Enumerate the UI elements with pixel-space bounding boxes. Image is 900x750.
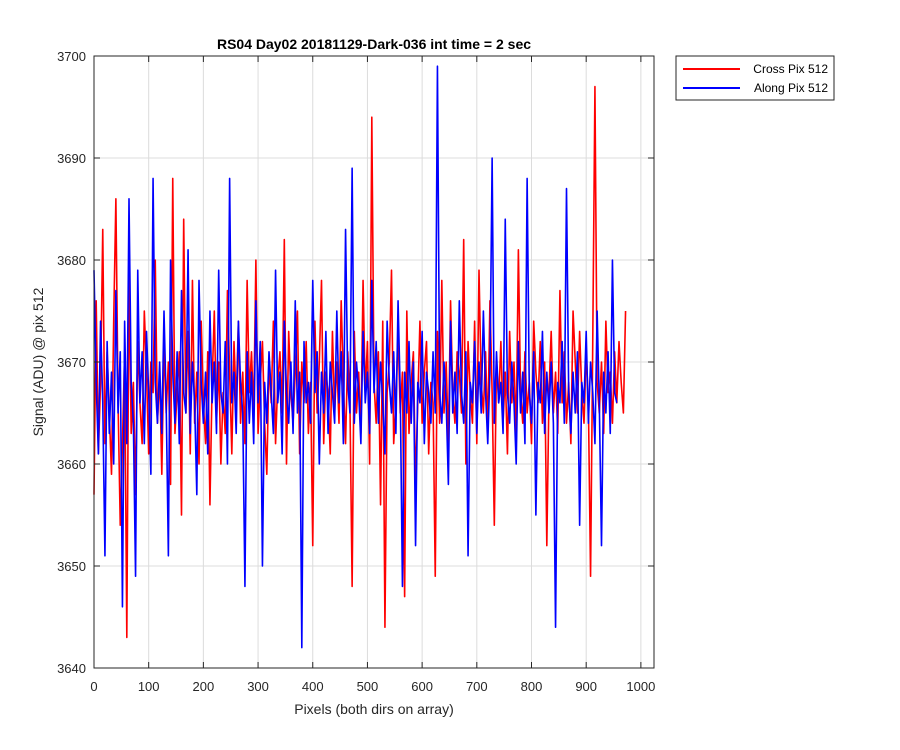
x-tick-label: 100 (138, 679, 160, 694)
x-tick-label: 1000 (626, 679, 655, 694)
series-layer (93, 65, 627, 649)
series-line-along (93, 65, 618, 649)
y-tick-label: 3640 (57, 661, 86, 676)
x-tick-label: 800 (521, 679, 543, 694)
y-tick-label: 3660 (57, 457, 86, 472)
x-tick-label: 300 (247, 679, 269, 694)
x-tick-label: 900 (575, 679, 597, 694)
legend-box (675, 55, 835, 101)
chart-title: RS04 Day02 20181129-Dark-036 int time = … (217, 36, 531, 52)
y-tick-label: 3670 (57, 355, 86, 370)
plot-area: 0 100 200 300 400 500 600 700 800 900 1000 3640 3650… (57, 49, 655, 694)
y-tick-label: 3700 (57, 49, 86, 64)
x-axis-label: Pixels (both dirs on array) (294, 701, 454, 717)
y-tick-label: 3690 (57, 151, 86, 166)
x-tick-label: 200 (193, 679, 215, 694)
x-tick-label: 0 (90, 679, 97, 694)
x-tick-label: 600 (411, 679, 433, 694)
legend-label-along: Along Pix 512 (754, 81, 828, 95)
x-tick-label: 400 (302, 679, 324, 694)
ticks: 0 100 200 300 400 500 600 700 800 900 1000 3640 3650… (57, 49, 655, 694)
y-tick-label: 3650 (57, 559, 86, 574)
legend-label-cross: Cross Pix 512 (753, 62, 828, 76)
x-tick-label: 700 (466, 679, 488, 694)
legend: Cross Pix 512 Along Pix 512 (675, 55, 835, 101)
y-tick-label: 3680 (57, 253, 86, 268)
x-tick-label: 500 (357, 679, 379, 694)
y-axis-label: Signal (ADU) @ pix 512 (30, 287, 46, 436)
